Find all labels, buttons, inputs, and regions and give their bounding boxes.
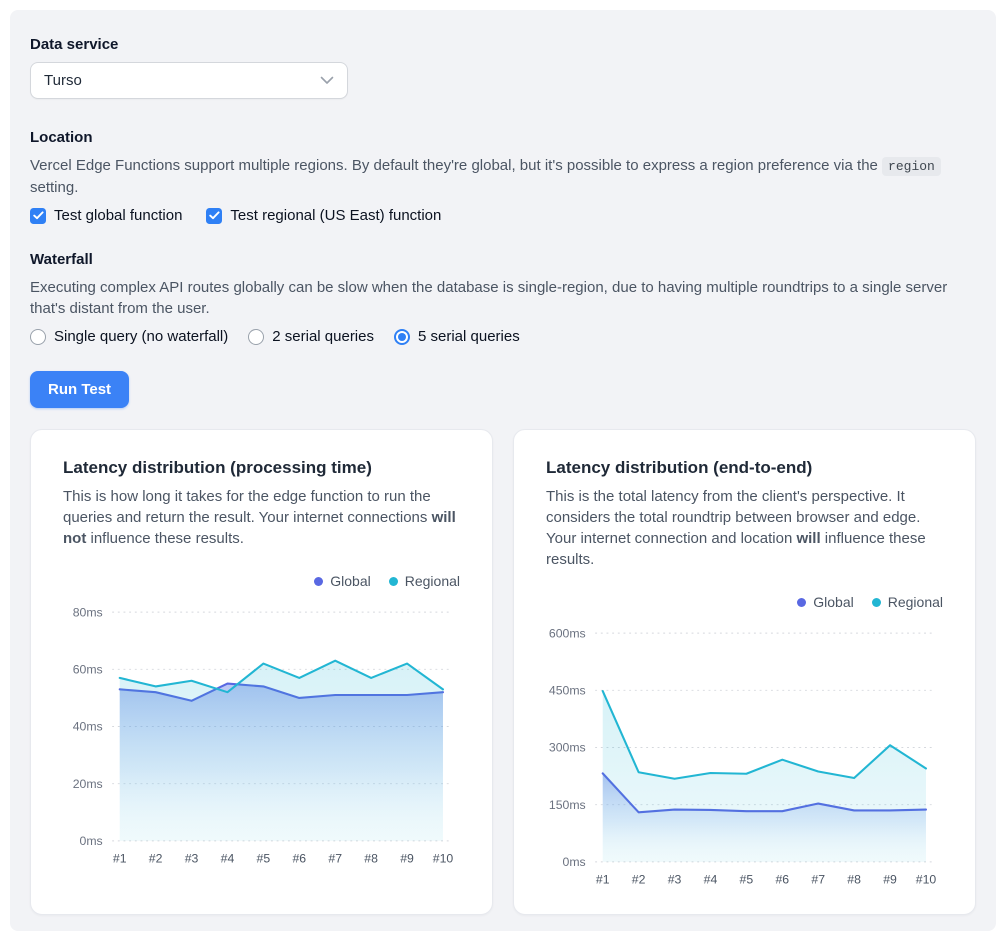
svg-text:#7: #7 xyxy=(328,852,342,866)
svg-text:#6: #6 xyxy=(775,873,789,887)
location-checkbox-row: Test global function Test regional (US E… xyxy=(30,207,976,224)
svg-text:#9: #9 xyxy=(400,852,414,866)
chart-legend: Global Regional xyxy=(63,573,460,589)
svg-text:20ms: 20ms xyxy=(73,777,103,791)
svg-text:#8: #8 xyxy=(847,873,861,887)
location-heading: Location xyxy=(30,129,93,146)
end-to-end-card: Latency distribution (end-to-end) This i… xyxy=(513,429,976,915)
svg-text:150ms: 150ms xyxy=(549,798,586,812)
data-service-selected-value: Turso xyxy=(44,72,82,89)
chart-description: This is the total latency from the clien… xyxy=(546,488,926,568)
waterfall-description: Executing complex API routes globally ca… xyxy=(30,279,948,317)
chart-title: Latency distribution (end-to-end) xyxy=(546,458,813,477)
waterfall-radio-row: Single query (no waterfall) 2 serial que… xyxy=(30,328,976,345)
svg-text:60ms: 60ms xyxy=(73,663,103,677)
svg-text:80ms: 80ms xyxy=(73,605,103,619)
svg-text:0ms: 0ms xyxy=(563,855,586,869)
charts-row: Latency distribution (processing time) T… xyxy=(30,429,976,915)
svg-text:#4: #4 xyxy=(704,873,718,887)
svg-text:#7: #7 xyxy=(811,873,825,887)
radio-single-query[interactable]: Single query (no waterfall) xyxy=(30,328,228,345)
svg-text:450ms: 450ms xyxy=(549,684,586,698)
radio-5-serial-queries[interactable]: 5 serial queries xyxy=(393,328,520,345)
chart-legend: Global Regional xyxy=(546,594,943,610)
legend-regional: Regional xyxy=(388,573,460,589)
svg-text:#10: #10 xyxy=(916,873,937,887)
chevron-down-icon xyxy=(320,76,334,85)
svg-text:#3: #3 xyxy=(668,873,682,887)
region-code-chip: region xyxy=(882,157,941,176)
waterfall-heading: Waterfall xyxy=(30,251,93,268)
svg-text:#1: #1 xyxy=(596,873,610,887)
svg-text:#8: #8 xyxy=(364,852,378,866)
radio-icon xyxy=(30,328,46,345)
svg-text:#5: #5 xyxy=(740,873,754,887)
global-dot-icon xyxy=(797,597,807,607)
processing-time-card: Latency distribution (processing time) T… xyxy=(30,429,493,915)
chart-title: Latency distribution (processing time) xyxy=(63,458,372,477)
svg-text:#3: #3 xyxy=(185,852,199,866)
svg-text:0ms: 0ms xyxy=(80,834,103,848)
main-panel: Data service Turso Location Vercel Edge … xyxy=(10,10,996,931)
checkbox-test-regional-function[interactable]: Test regional (US East) function xyxy=(206,207,441,224)
checkbox-checked-icon xyxy=(206,207,223,224)
svg-text:#10: #10 xyxy=(433,852,454,866)
svg-text:#4: #4 xyxy=(221,852,235,866)
legend-regional: Regional xyxy=(871,594,943,610)
svg-text:#2: #2 xyxy=(149,852,163,866)
data-service-heading: Data service xyxy=(30,36,119,53)
checkbox-checked-icon xyxy=(30,207,46,224)
svg-text:600ms: 600ms xyxy=(549,626,586,640)
regional-dot-icon xyxy=(388,576,398,586)
radio-icon xyxy=(248,328,265,345)
global-dot-icon xyxy=(314,576,324,586)
checkbox-test-global-function[interactable]: Test global function xyxy=(30,207,182,224)
end-to-end-chart: 0ms 150ms 300ms 450ms 600ms #1 #2 #3 #4 #5 #6 #7 #8 #… xyxy=(546,618,943,894)
data-service-select[interactable]: Turso xyxy=(30,62,348,99)
run-test-button[interactable]: Run Test xyxy=(30,371,130,408)
svg-text:300ms: 300ms xyxy=(549,741,586,755)
regional-dot-icon xyxy=(871,597,881,607)
legend-global: Global xyxy=(314,573,371,589)
svg-text:#1: #1 xyxy=(113,852,127,866)
location-description: Vercel Edge Functions support multiple r… xyxy=(30,155,976,198)
svg-text:#9: #9 xyxy=(883,873,897,887)
processing-time-chart: 0ms 20ms 40ms 60ms 80ms #1 #2 #3 #4 #5 #6 #7 #8 #9 #10 xyxy=(63,597,460,873)
radio-2-serial-queries[interactable]: 2 serial queries xyxy=(248,328,374,345)
svg-text:40ms: 40ms xyxy=(73,720,103,734)
svg-text:#6: #6 xyxy=(292,852,306,866)
svg-text:#2: #2 xyxy=(632,873,646,887)
legend-global: Global xyxy=(797,594,854,610)
svg-text:#5: #5 xyxy=(257,852,271,866)
chart-description: This is how long it takes for the edge f… xyxy=(63,488,456,547)
radio-icon xyxy=(393,328,410,345)
